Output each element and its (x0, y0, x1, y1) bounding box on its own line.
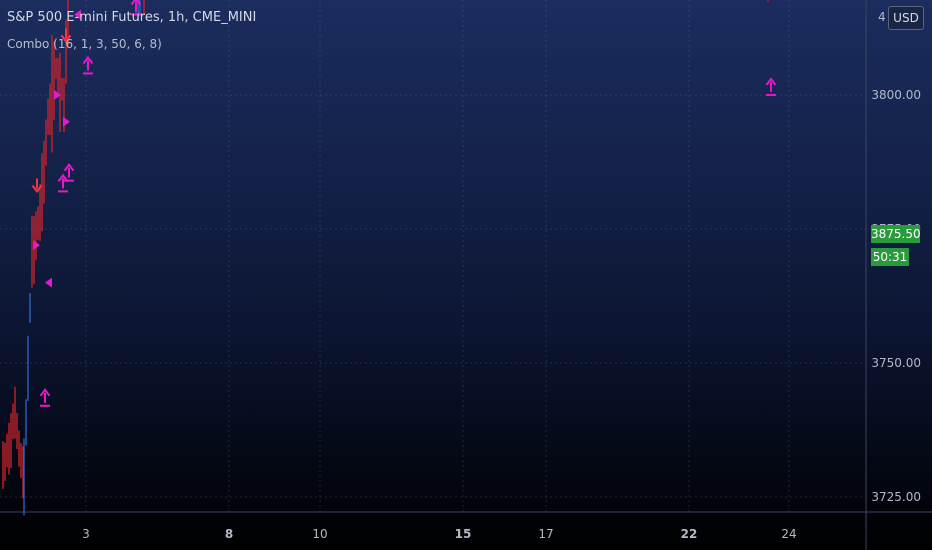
x-tick-label[interactable]: 8 (225, 527, 233, 541)
x-tick-label[interactable]: 24 (781, 527, 796, 541)
y-tick-label[interactable]: 3750.00 (871, 356, 921, 370)
buy-arrow-icon (130, 0, 142, 16)
triangle-right-icon (63, 116, 70, 127)
arrow-head (57, 173, 69, 182)
buy-arrow-icon (82, 55, 94, 75)
triangle-left-icon (74, 9, 81, 20)
arrow-head (63, 163, 75, 172)
x-tick-label[interactable]: 17 (538, 527, 553, 541)
last-price-label: 3875.50 (871, 225, 921, 243)
arrow-head (39, 388, 51, 397)
indicator-legend[interactable]: Combo (16, 1, 3, 50, 6, 8) (7, 37, 162, 51)
triangle-left-icon (45, 277, 52, 288)
arrow-head (130, 0, 142, 6)
x-tick-label[interactable]: 15 (455, 527, 472, 541)
buy-arrow-icon (57, 173, 69, 193)
y-tick-label[interactable]: 3725.00 (871, 490, 921, 504)
buy-arrow-icon (63, 163, 75, 182)
x-tick-label[interactable]: 3 (82, 527, 90, 541)
x-tick-label[interactable]: 22 (681, 527, 698, 541)
grid-lines (0, 0, 866, 512)
y-tick-label-partial: 4 (878, 10, 886, 24)
arrow-head (82, 55, 94, 65)
arrow-head (765, 77, 777, 86)
triangle-right-icon (33, 240, 40, 251)
buy-arrow-icon (39, 388, 51, 407)
arrow-head (31, 184, 43, 194)
currency-button[interactable]: USD (888, 6, 924, 30)
y-tick-label[interactable]: 3800.00 (871, 88, 921, 102)
price-bars (2, 0, 769, 516)
signal-markers (31, 0, 777, 407)
buy-arrow-icon (765, 77, 777, 96)
arrow-head (60, 34, 72, 44)
chart-title[interactable]: S&P 500 E-mini Futures, 1h, CME_MINI (7, 10, 257, 25)
sell-arrow-icon (60, 28, 72, 44)
x-tick-label[interactable]: 10 (312, 527, 327, 541)
bar-countdown-label: 50:31 (871, 248, 909, 266)
sell-arrow-icon (31, 178, 43, 194)
triangle-right-icon (54, 90, 61, 100)
